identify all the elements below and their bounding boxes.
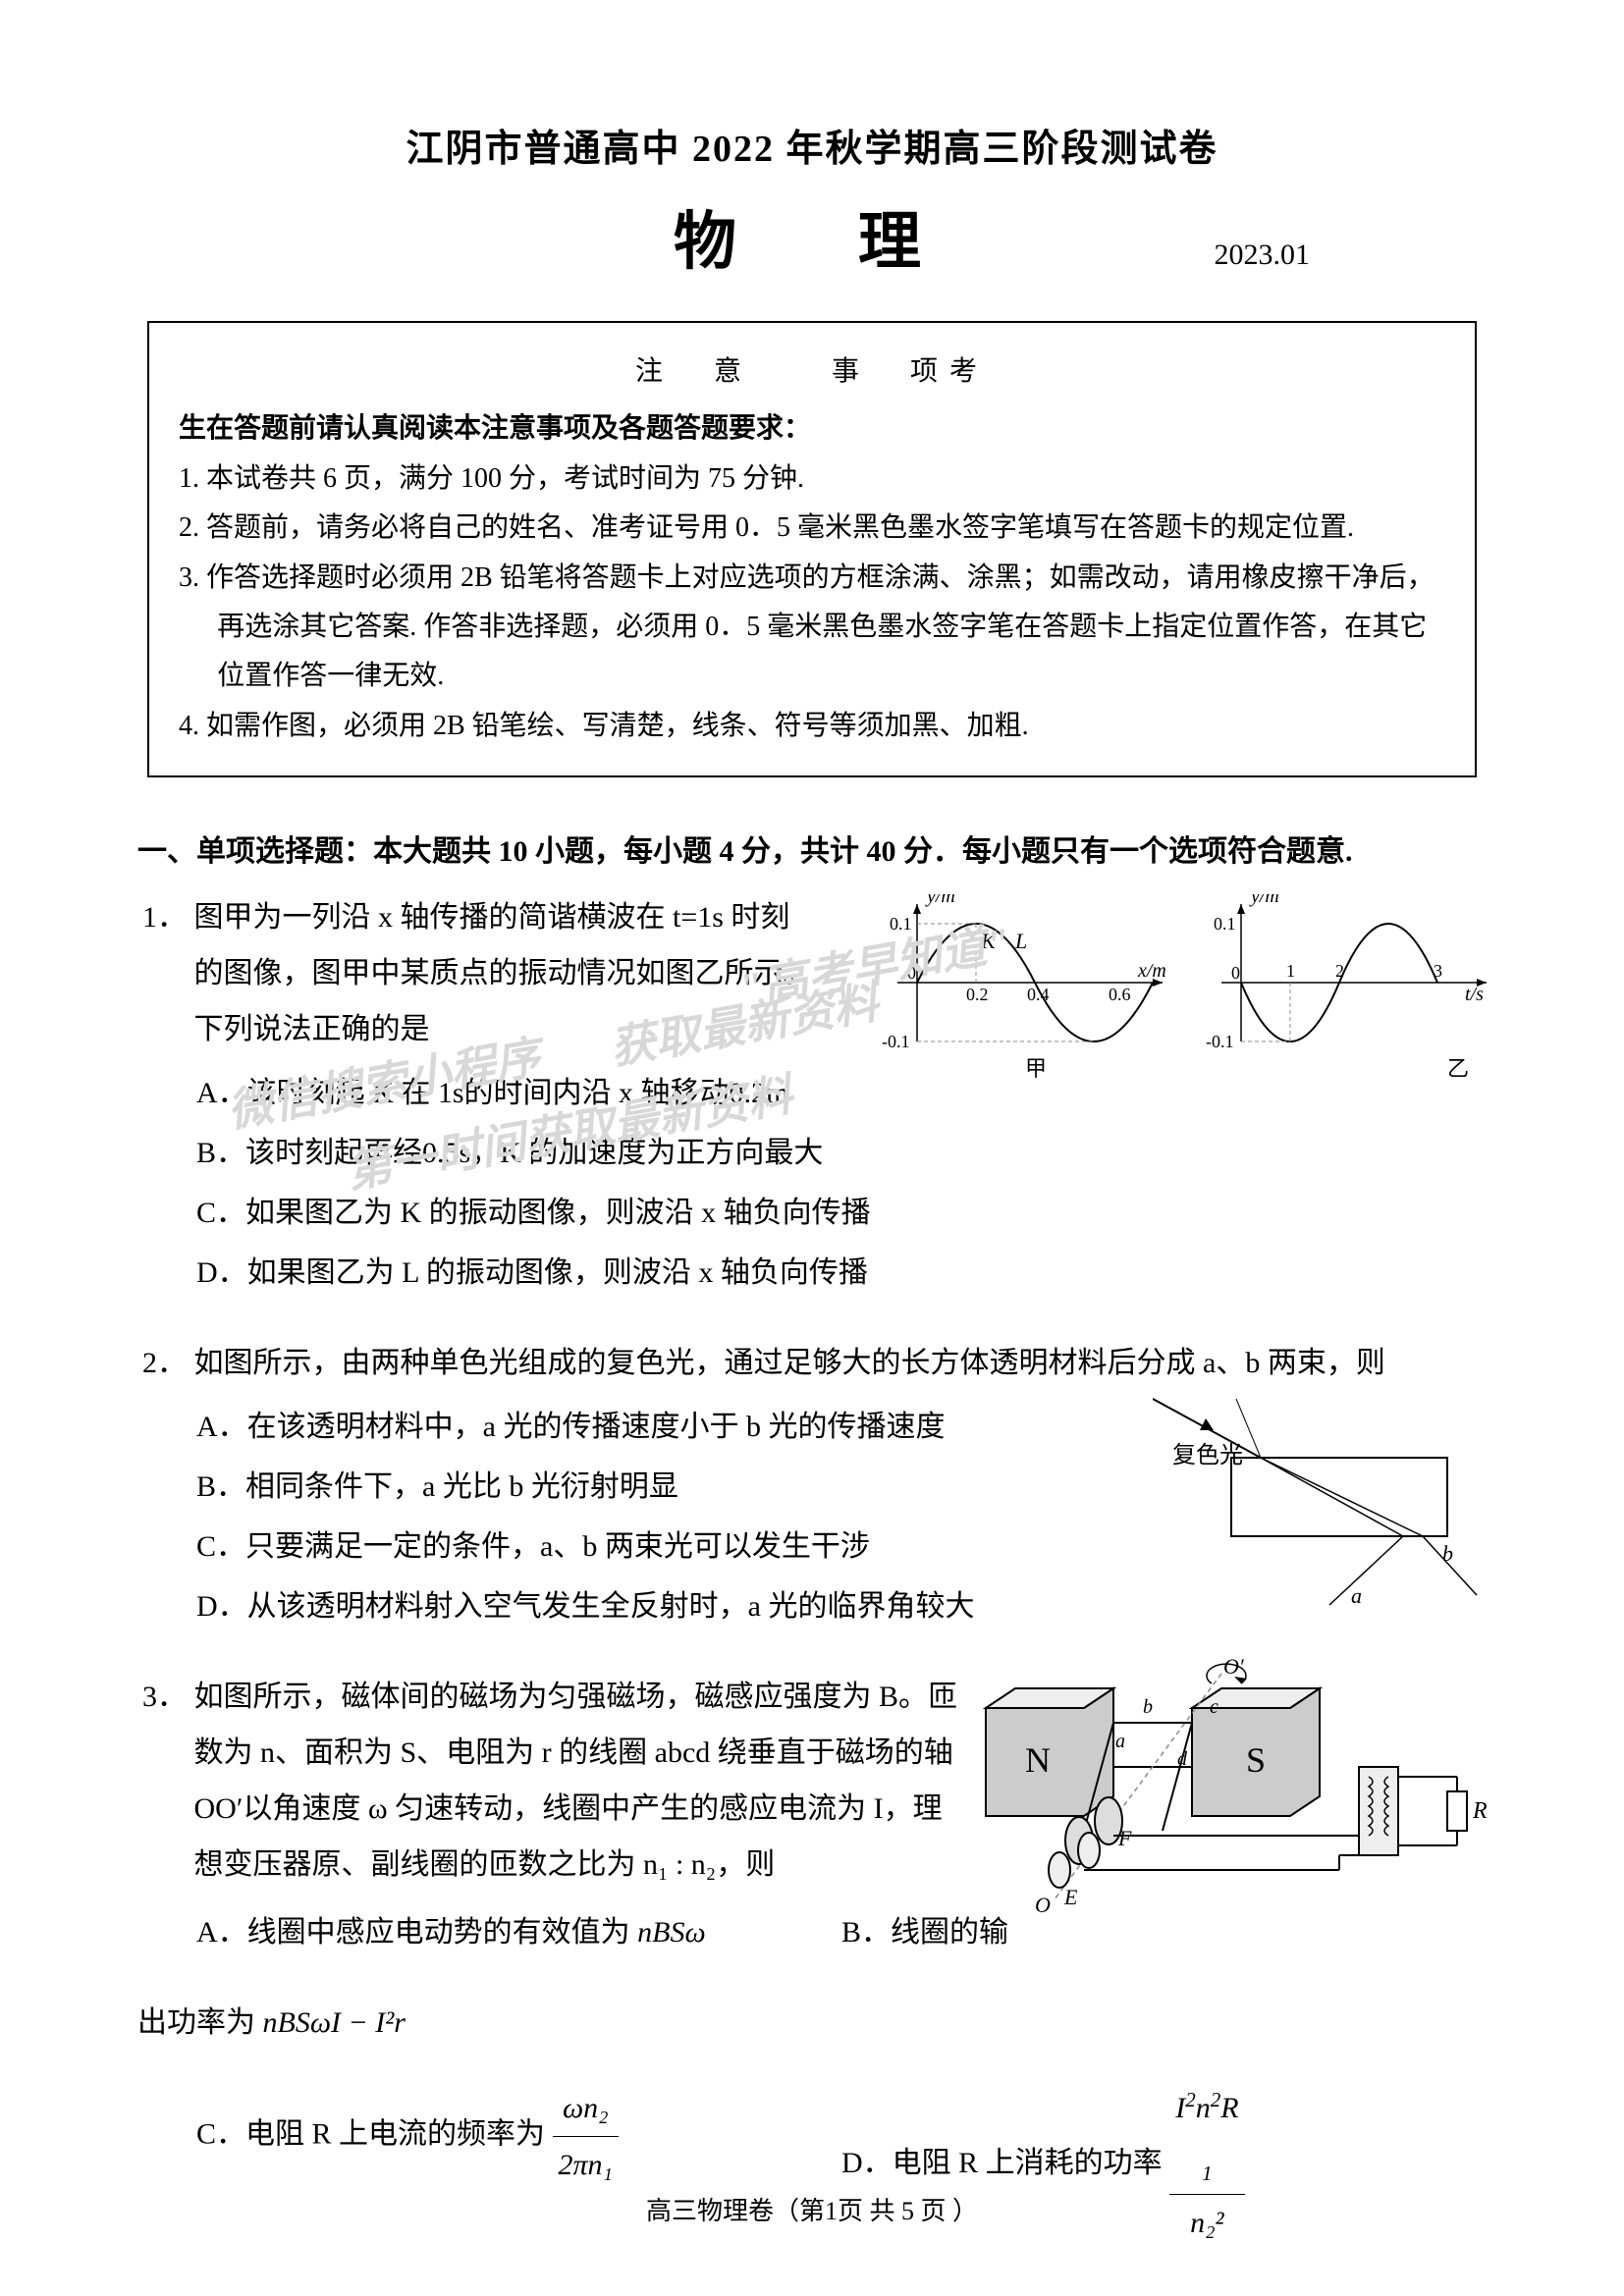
q3-R-label: R [1472, 1798, 1488, 1824]
notice-box: 注 意 事 项考 生在答题前请认真阅读本注意事项及各题答题要求： 1. 本试卷共… [147, 321, 1477, 777]
q3-d-mid: 1 [1202, 2162, 1213, 2185]
q1-option-d: D．如果图乙为 L 的振动图像，则波沿 x 轴负向传播 [196, 1245, 1487, 1301]
q1-left-tick2: 0.4 [1027, 985, 1050, 1004]
q3-d-label: d [1177, 1748, 1188, 1770]
q2-options: A．在该透明材料中，a 光的传播速度小于 b 光的传播速度 B．相同条件下，a … [196, 1399, 1159, 1634]
q1-stem-line3: 下列说法正确的是 [194, 1013, 430, 1045]
notice-item-2: 2. 答题前，请务必将自己的姓名、准考证号用 0．5 毫米黑色墨水签字笔填写在答… [217, 504, 1445, 553]
q3-number: 3． [137, 1669, 187, 1725]
exam-date: 2023.01 [1215, 239, 1311, 272]
section-1-title: 一、单项选择题：本大题共 10 小题，每小题 4 分，共计 40 分．每小题只有… [137, 827, 1487, 870]
q2-in-label: 复色光 [1172, 1442, 1243, 1468]
q2-b-label: b [1442, 1541, 1453, 1566]
notice-lead: 生在答题前请认真阅读本注意事项及各题答题要求： [179, 404, 1445, 454]
q3-stem: 如图所示，磁体间的磁场为匀强磁场，磁感应强度为 B。匝 数为 n、面积为 S、电… [194, 1669, 970, 1893]
q3-option-d-pre: D．电阻 R 上消耗的功率 [841, 2147, 1169, 2179]
page-footer: 高三物理卷（第1页 共 5 页 ） [0, 2191, 1624, 2227]
q1-left-caption: 甲 [1025, 1056, 1047, 1081]
question-3: 3． 如图所示，磁体间的磁场为匀强磁场，磁感应强度为 B。匝 数为 n、面积为 … [137, 1669, 1487, 1960]
q2-option-d: D．从该透明材料射入空气发生全反射时，a 光的临界角较大 [196, 1578, 1159, 1634]
notice-heading: 注 意 事 项考 [179, 347, 1445, 397]
question-2: 2． 如图所示，由两种单色光组成的复色光，通过足够大的长方体透明材料后分成 a、… [137, 1335, 1487, 1634]
svg-text:0: 0 [1231, 963, 1240, 983]
q2-number: 2． [137, 1335, 187, 1391]
q2-a-label: a [1351, 1583, 1362, 1608]
q3-c-label: c [1210, 1696, 1218, 1718]
q1-stem-line2: 的图像，图甲中某质点的振动情况如图乙所示。 [194, 957, 813, 989]
q3-F-label: F [1117, 1826, 1132, 1850]
q1-right-x-axis-label: t/s [1465, 984, 1484, 1005]
q3-option-a-expr: nBSω [637, 1916, 706, 1949]
q2-option-c: C．只要满足一定的条件，a、b 两束光可以发生干涉 [196, 1519, 1159, 1575]
q3-option-c-pre: C．电阻 R 上电流的频率为 [196, 2118, 553, 2151]
q3-E-label: E [1063, 1885, 1078, 1909]
subject-row: 物 理 2023.01 [137, 191, 1487, 282]
q2-option-b: B．相同条件下，a 光比 b 光衍射明显 [196, 1459, 1159, 1515]
svg-text:0: 0 [907, 963, 916, 983]
exam-title: 江阴市普通高中 2022 年秋学期高三阶段测试卷 [137, 118, 1487, 172]
q3-stem-line2: 数为 n、面积为 S、电阻为 r 的线圈 abcd 绕垂直于磁场的轴 [194, 1736, 953, 1769]
q3-diagram: N S a b c d O′ O E F [966, 1649, 1496, 1924]
q1-options: A．该时刻起 K 在 1s的时间内沿 x 轴移动0.2m B．该时刻起再经0.5… [196, 1065, 1487, 1301]
q2-diagram: 复色光 a b [1153, 1369, 1496, 1615]
q3-stem-line1: 如图所示，磁体间的磁场为匀强磁场，磁感应强度为 B。匝 [194, 1681, 958, 1713]
q2-option-a: A．在该透明材料中，a 光的传播速度小于 b 光的传播速度 [196, 1399, 1159, 1455]
q1-left-ymin: -0.1 [882, 1032, 910, 1051]
q1-right-tick2: 2 [1335, 961, 1344, 981]
q3-O-label: O [1035, 1893, 1051, 1917]
q3-out-pre: 出功率为 [137, 2006, 263, 2039]
question-1: 1． 图甲为一列沿 x 轴传播的简谐横波在 t=1s 时刻 的图像，图甲中某质点… [137, 889, 1487, 1301]
q3-stem-line3: OO′以角速度 ω 匀速转动，线圈中产生的感应电流为 I，理 [194, 1792, 943, 1825]
q1-left-y-axis-label: y/m [925, 894, 955, 907]
q1-right-tick3: 3 [1434, 961, 1442, 981]
q1-K-label: K [980, 929, 997, 953]
notice-item-4: 4. 如需作图，必须用 2B 铅笔绘、写清楚，线条、符号等须加黑、加粗. [217, 702, 1445, 751]
q3-N-label: N [1025, 1740, 1051, 1780]
q3-a-label: a [1115, 1731, 1125, 1752]
q3-S-label: S [1246, 1740, 1266, 1780]
q1-left-ymax: 0.1 [890, 914, 912, 934]
q3-stem-line4: 想变压器原、副线圈的匝数之比为 n₁ : n₂，则 [194, 1848, 776, 1881]
q3-output-line: 出功率为 nBSωI − I²r [137, 1995, 1487, 2051]
q1-option-c: C．如果图乙为 K 的振动图像，则波沿 x 轴负向传播 [196, 1185, 1487, 1241]
q3-d-numerator: I2n2R 1 [1169, 2080, 1244, 2195]
q1-right-tick1: 1 [1286, 961, 1295, 981]
q3-c-numerator: ωn₂ [553, 2080, 619, 2137]
q1-diagram: y/m 0.1 0 -0.1 0.2 0.4 0.6 x/m K L 甲 [868, 894, 1496, 1081]
q3-option-c-fraction: ωn₂ 2πn₁ [553, 2080, 619, 2193]
q1-stem: 图甲为一列沿 x 轴传播的简谐横波在 t=1s 时刻 的图像，图甲中某质点的振动… [194, 889, 901, 1057]
q1-stem-line1: 图甲为一列沿 x 轴传播的简谐横波在 t=1s 时刻 [194, 901, 790, 934]
q1-option-b: B．该时刻起再经0.5s，K 的加速度为正方向最大 [196, 1125, 1487, 1181]
notice-item-1: 1. 本试卷共 6 页，满分 100 分，考试时间为 75 分钟. [217, 454, 1445, 504]
q1-left-x-axis-label: x/m [1137, 960, 1166, 982]
q3-b-label: b [1143, 1696, 1153, 1718]
q1-left-tick3: 0.6 [1109, 985, 1131, 1004]
q3-Oprime-label: O′ [1223, 1654, 1245, 1679]
q1-L-label: L [1014, 929, 1027, 953]
notice-item-3: 3. 作答选择题时必须用 2B 铅笔将答题卡上对应选项的方框涂满、涂黑；如需改动… [217, 554, 1445, 702]
q1-right-y-axis-label: y/m [1249, 894, 1279, 907]
q1-right-ymax: 0.1 [1214, 914, 1236, 934]
q1-right-ymin: -0.1 [1206, 1032, 1234, 1051]
q3-c-denominator: 2πn₁ [553, 2137, 619, 2193]
q1-right-caption: 乙 [1447, 1056, 1469, 1081]
q3-option-a-pre: A．线圈中感应电动势的有效值为 [196, 1916, 637, 1949]
q3-out-expr: nBSωI − I²r [263, 2006, 406, 2039]
q1-number: 1． [137, 889, 187, 945]
q1-left-tick1: 0.2 [966, 985, 989, 1004]
